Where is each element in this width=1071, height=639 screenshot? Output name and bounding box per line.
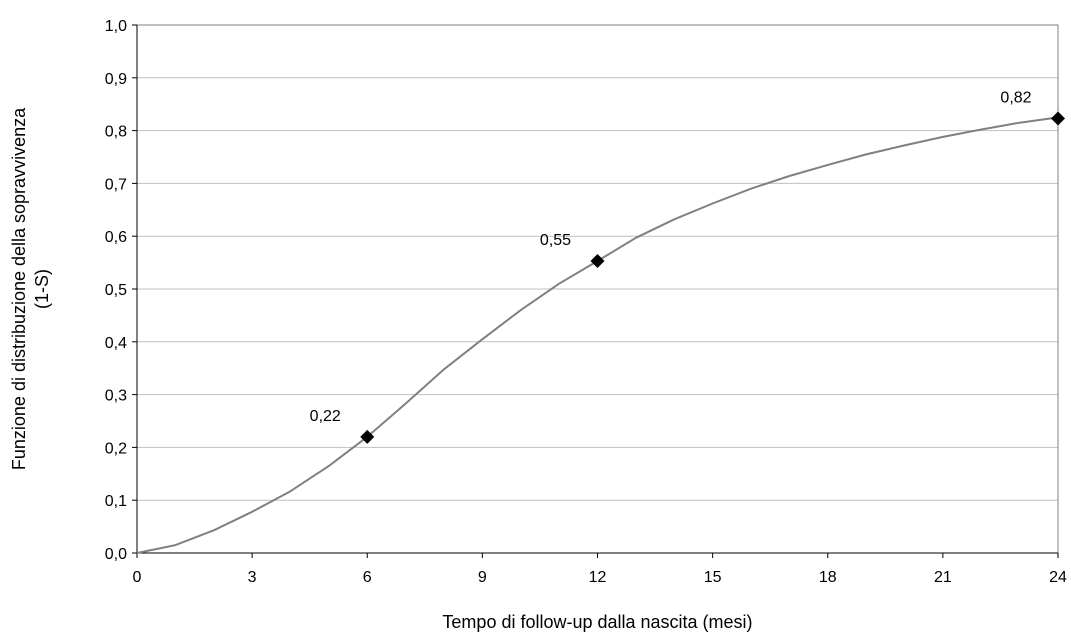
y-tick-label-3: 0,3 [105, 388, 127, 405]
data-label-1: 0,55 [540, 232, 571, 249]
data-label-2: 0,82 [1000, 89, 1031, 106]
data-marker-2 [1051, 111, 1065, 126]
axes [132, 24, 1059, 558]
y-axis-title-line-1: Funzione di distribuzione della sopravvi… [9, 107, 29, 470]
y-tick-label-8: 0,8 [105, 124, 127, 141]
data-label-0: 0,22 [310, 408, 341, 425]
y-tick-label-9: 0,9 [105, 71, 127, 88]
y-tick-label-7: 0,7 [105, 176, 127, 193]
x-tick-label-4: 12 [589, 569, 607, 586]
y-tick-label-10: 1,0 [105, 18, 127, 35]
series-line-0 [136, 116, 1059, 554]
y-tick-label-0: 0,0 [105, 546, 127, 563]
x-tick-label-6: 18 [819, 569, 837, 586]
tick-labels: 0,0 0,1 0,2 0,3 0,4 0,5 0,6 0,7 0,8 0,9 1,0 0 3 6 9 12 1… [105, 18, 1067, 586]
x-tick-label-2: 6 [363, 569, 372, 586]
x-tick-label-0: 0 [133, 569, 142, 586]
series [136, 116, 1059, 554]
x-tick-label-1: 3 [248, 569, 257, 586]
y-tick-label-4: 0,4 [105, 335, 127, 352]
x-tick-label-5: 15 [704, 569, 722, 586]
y-tick-label-1: 0,1 [105, 493, 127, 510]
y-tick-label-6: 0,6 [105, 229, 127, 246]
x-tick-label-8: 24 [1049, 569, 1067, 586]
x-tick-label-7: 21 [934, 569, 952, 586]
y-tick-label-2: 0,2 [105, 440, 127, 457]
data-marker-0 [360, 429, 375, 444]
markers [360, 111, 1065, 444]
data-marker-1 [590, 254, 605, 269]
data-labels: 0,22 0,55 0,82 [310, 89, 1032, 424]
y-tick-label-5: 0,5 [105, 282, 127, 299]
x-tick-label-3: 9 [478, 569, 487, 586]
x-axis-title: Tempo di follow-up dalla nascita (mesi) [442, 612, 752, 632]
y-axis-title-line-2: (1-S) [32, 269, 52, 309]
